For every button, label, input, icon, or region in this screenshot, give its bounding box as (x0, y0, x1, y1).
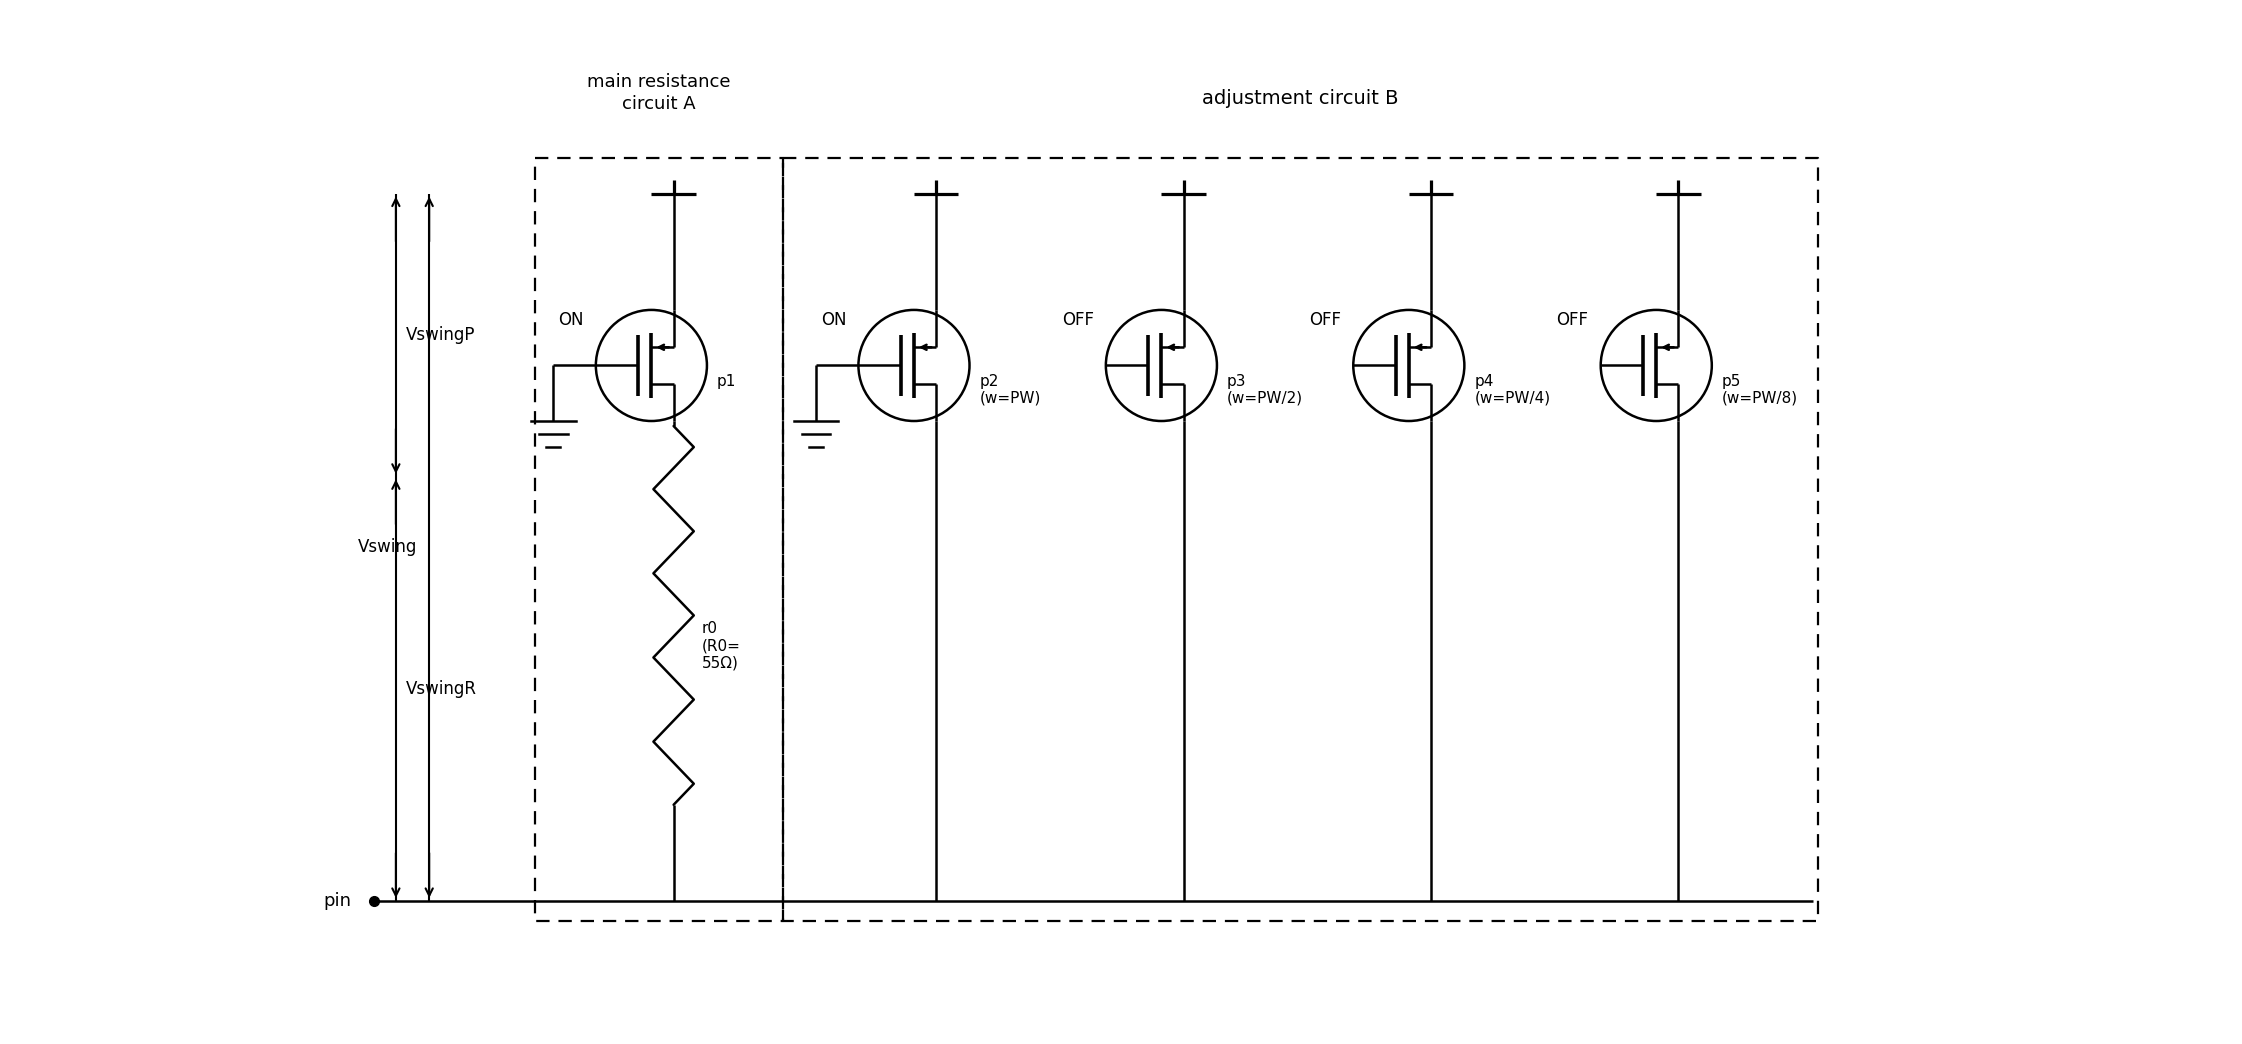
Text: Vswing: Vswing (359, 539, 417, 556)
Text: adjustment circuit B: adjustment circuit B (1202, 89, 1399, 108)
Text: p4
(w=PW/4): p4 (w=PW/4) (1475, 374, 1551, 406)
Text: OFF: OFF (1309, 311, 1341, 329)
Text: OFF: OFF (1556, 311, 1590, 329)
Text: r0
(R0=
55Ω): r0 (R0= 55Ω) (702, 621, 740, 670)
Text: OFF: OFF (1063, 311, 1094, 329)
Text: VswingP: VswingP (406, 326, 475, 345)
Text: VswingR: VswingR (406, 680, 478, 697)
Text: p2
(w=PW): p2 (w=PW) (980, 374, 1040, 406)
Text: p5
(w=PW/8): p5 (w=PW/8) (1722, 374, 1798, 406)
Text: pin: pin (323, 892, 352, 909)
Text: p1: p1 (717, 374, 735, 388)
Text: main resistance
circuit A: main resistance circuit A (587, 73, 731, 113)
Text: ON: ON (558, 311, 583, 329)
Text: p3
(w=PW/2): p3 (w=PW/2) (1226, 374, 1303, 406)
Text: ON: ON (821, 311, 845, 329)
